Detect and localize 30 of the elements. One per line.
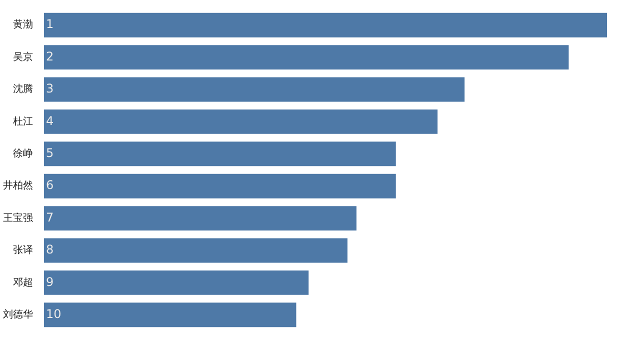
y-tick-label: 黄渤 xyxy=(13,18,33,31)
annotation: 6 xyxy=(46,178,54,192)
annotation: 9 xyxy=(46,274,54,289)
bar xyxy=(44,270,309,295)
bar xyxy=(44,206,356,231)
annotation: 1 xyxy=(46,17,54,32)
bar xyxy=(44,45,569,70)
y-tick-label: 吴京 xyxy=(13,50,33,63)
bar xyxy=(44,142,396,166)
bar xyxy=(44,238,348,263)
y-tick-label: 徐峥 xyxy=(13,147,33,160)
y-tick-label: 刘德华 xyxy=(3,308,33,320)
annotation: 4 xyxy=(46,114,54,128)
bar xyxy=(44,77,465,102)
bar xyxy=(44,302,296,328)
y-tick-label: 邓超 xyxy=(13,276,33,288)
annotation: 5 xyxy=(46,146,54,160)
annotation: 3 xyxy=(46,82,54,96)
bar xyxy=(44,12,607,38)
y-tick-label: 井柏然 xyxy=(3,180,33,192)
bar xyxy=(44,109,438,134)
y-tick-label: 王宝强 xyxy=(3,212,33,224)
annotation: 2 xyxy=(46,49,54,64)
annotation: 7 xyxy=(46,210,54,224)
y-tick-label: 杜江 xyxy=(13,115,33,128)
bar xyxy=(44,174,396,198)
y-tick-label: 张译 xyxy=(13,244,33,256)
annotation: 8 xyxy=(46,242,54,257)
y-tick-label: 沈腾 xyxy=(13,83,33,96)
annotation: 10 xyxy=(46,307,62,322)
